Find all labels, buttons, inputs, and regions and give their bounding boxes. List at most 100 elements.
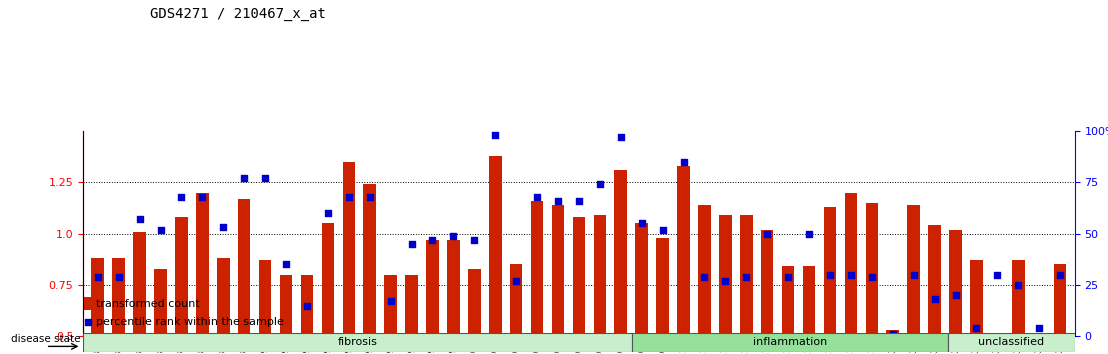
Bar: [971, 260, 983, 354]
Bar: [907, 205, 920, 354]
Bar: [489, 156, 502, 354]
Point: [738, 274, 756, 280]
Point: [194, 194, 212, 200]
Bar: [238, 199, 250, 354]
Point: [152, 227, 170, 232]
Point: [967, 325, 985, 331]
Point: [365, 244, 382, 250]
Point: [946, 292, 964, 298]
Bar: [573, 217, 585, 354]
Bar: [844, 193, 858, 354]
Point: [319, 210, 337, 216]
Bar: [112, 258, 125, 354]
Bar: [427, 240, 439, 354]
Point: [235, 175, 253, 181]
Bar: [594, 215, 606, 354]
Point: [110, 274, 127, 280]
Bar: [719, 215, 731, 354]
Point: [570, 198, 587, 204]
Point: [905, 272, 923, 278]
Point: [423, 237, 441, 242]
Point: [1051, 272, 1069, 278]
Point: [465, 237, 483, 242]
Point: [89, 274, 106, 280]
Bar: [950, 229, 962, 354]
Point: [654, 227, 671, 232]
Point: [1030, 325, 1048, 331]
Text: unclassified: unclassified: [978, 337, 1045, 348]
Point: [529, 194, 546, 200]
Bar: [83, 333, 632, 352]
Bar: [259, 260, 271, 354]
Bar: [991, 347, 1004, 354]
Point: [131, 216, 148, 222]
Point: [717, 278, 735, 284]
Point: [821, 272, 839, 278]
Bar: [448, 240, 460, 354]
Bar: [698, 205, 710, 354]
Point: [758, 231, 776, 236]
Point: [402, 241, 420, 247]
Point: [256, 175, 274, 181]
Point: [800, 231, 818, 236]
Bar: [761, 229, 773, 354]
Point: [507, 278, 525, 284]
Bar: [342, 162, 355, 354]
Point: [215, 225, 233, 230]
Text: inflammation: inflammation: [752, 337, 827, 348]
Point: [173, 194, 191, 200]
Bar: [632, 333, 948, 352]
Bar: [865, 203, 879, 354]
Bar: [929, 225, 941, 354]
Bar: [384, 275, 397, 354]
Bar: [823, 207, 837, 354]
Point: [925, 297, 943, 302]
Bar: [468, 269, 481, 354]
Bar: [1054, 264, 1066, 354]
Point: [1009, 282, 1027, 288]
Bar: [279, 275, 293, 354]
Bar: [196, 193, 208, 354]
Bar: [886, 330, 899, 354]
Bar: [677, 166, 690, 354]
Text: transformed count: transformed count: [95, 299, 199, 309]
Text: percentile rank within the sample: percentile rank within the sample: [95, 317, 284, 327]
Point: [633, 221, 650, 226]
Text: fibrosis: fibrosis: [338, 337, 378, 348]
Bar: [531, 201, 543, 354]
Point: [382, 298, 400, 304]
Bar: [656, 238, 669, 354]
Text: disease state: disease state: [11, 333, 81, 344]
Bar: [175, 217, 187, 354]
Bar: [406, 275, 418, 354]
Point: [444, 233, 462, 239]
Point: [361, 194, 379, 200]
Bar: [84, 297, 92, 310]
Bar: [782, 267, 794, 354]
Bar: [510, 264, 523, 354]
Point: [340, 194, 358, 200]
Point: [884, 331, 902, 337]
Bar: [552, 205, 564, 354]
Bar: [803, 267, 815, 354]
Bar: [321, 223, 335, 354]
Point: [591, 182, 608, 187]
Point: [779, 274, 797, 280]
Point: [612, 134, 629, 140]
Text: GDS4271 / 210467_x_at: GDS4271 / 210467_x_at: [150, 7, 326, 21]
Bar: [1012, 260, 1025, 354]
Point: [486, 132, 504, 138]
Point: [550, 198, 567, 204]
Point: [675, 159, 692, 165]
Bar: [615, 170, 627, 354]
Point: [988, 272, 1006, 278]
Bar: [154, 269, 167, 354]
Point: [863, 274, 881, 280]
Bar: [363, 184, 376, 354]
Bar: [1033, 347, 1046, 354]
Point: [696, 274, 714, 280]
Bar: [133, 232, 146, 354]
Bar: [635, 223, 648, 354]
Point: [277, 262, 295, 267]
Bar: [92, 258, 104, 354]
